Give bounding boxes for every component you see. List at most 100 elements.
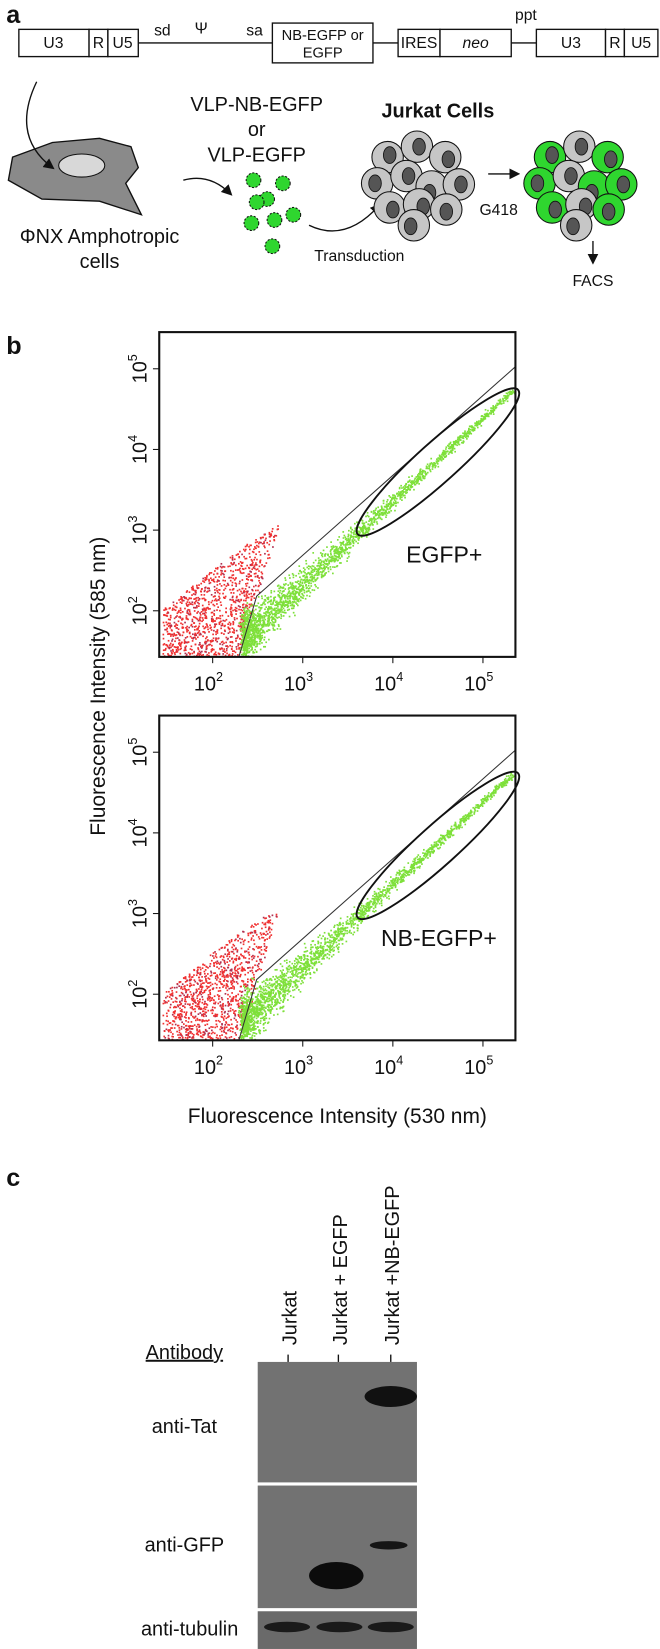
red-event: [215, 1020, 217, 1022]
red-event: [255, 562, 257, 564]
green-event: [366, 536, 368, 538]
red-event: [218, 990, 220, 992]
red-event: [271, 531, 273, 533]
green-event: [326, 560, 328, 562]
red-event: [198, 977, 200, 979]
red-event: [250, 933, 252, 935]
red-event: [188, 614, 190, 616]
green-event: [383, 514, 385, 516]
green-event: [296, 596, 298, 598]
red-event: [200, 653, 202, 655]
red-event: [180, 596, 182, 598]
red-event: [232, 624, 234, 626]
red-event: [231, 992, 233, 994]
red-event: [250, 579, 252, 581]
green-event: [280, 590, 282, 592]
green-event: [305, 560, 307, 562]
red-event: [204, 971, 206, 973]
green-event: [292, 591, 294, 593]
red-event: [233, 632, 235, 634]
red-event: [258, 543, 260, 545]
green-event: [421, 479, 423, 481]
nucleus: [565, 168, 578, 185]
red-event: [253, 586, 255, 588]
red-event: [193, 598, 195, 600]
tick-exp: 5: [126, 354, 140, 361]
green-event: [299, 576, 301, 578]
red-event: [195, 644, 197, 646]
red-event: [164, 625, 166, 627]
green-event: [303, 567, 305, 569]
red-event: [227, 967, 229, 969]
green-event: [418, 478, 420, 480]
red-event: [237, 654, 239, 656]
red-event: [272, 914, 274, 916]
green-event: [252, 628, 254, 630]
green-event: [322, 568, 324, 570]
green-event: [314, 944, 316, 946]
green-event: [370, 520, 372, 522]
red-event: [192, 1003, 194, 1005]
red-event: [174, 1010, 176, 1012]
red-event: [214, 995, 216, 997]
green-event: [263, 986, 265, 988]
red-event: [187, 619, 189, 621]
green-event: [430, 471, 432, 473]
red-event: [233, 1011, 235, 1013]
red-event: [232, 571, 234, 573]
red-event: [269, 557, 271, 559]
green-event: [296, 600, 298, 602]
red-event: [227, 986, 229, 988]
red-event: [228, 951, 230, 953]
red-event: [201, 985, 203, 987]
red-event: [189, 653, 191, 655]
red-event: [243, 943, 245, 945]
green-event: [297, 580, 299, 582]
green-event: [445, 446, 447, 448]
green-event: [385, 516, 387, 518]
red-event: [245, 600, 247, 602]
green-event: [267, 984, 269, 986]
nucleus: [387, 201, 400, 218]
red-event: [249, 571, 251, 573]
green-event: [344, 553, 346, 555]
green-event: [250, 629, 252, 631]
green-event: [414, 478, 416, 480]
red-event: [224, 963, 226, 965]
red-event: [175, 1016, 177, 1018]
red-event: [172, 609, 174, 611]
red-event: [245, 546, 247, 548]
vlp: [265, 239, 280, 254]
green-event: [252, 604, 254, 606]
red-event: [170, 1027, 172, 1029]
red-event: [208, 1019, 210, 1021]
green-event: [313, 566, 315, 568]
red-event: [230, 592, 232, 594]
green-event: [454, 444, 456, 446]
red-event: [237, 968, 239, 970]
tick-exp: 4: [126, 435, 140, 442]
green-event: [250, 649, 252, 651]
red-event: [258, 586, 260, 588]
red-event: [213, 1003, 215, 1005]
green-event: [298, 586, 300, 588]
red-event: [222, 986, 224, 988]
green-event: [384, 506, 386, 508]
green-event: [275, 621, 277, 623]
green-event: [270, 596, 272, 598]
green-event: [261, 595, 263, 597]
green-event: [331, 558, 333, 560]
green-event: [292, 582, 294, 584]
green-event: [342, 531, 344, 533]
green-event: [265, 613, 267, 615]
green-event: [284, 588, 286, 590]
red-event: [226, 653, 228, 655]
green-event: [487, 415, 489, 417]
red-event: [220, 628, 222, 630]
red-event: [181, 986, 183, 988]
red-event: [168, 619, 170, 621]
red-event: [206, 647, 208, 649]
green-event: [284, 597, 286, 599]
red-event: [204, 1024, 206, 1026]
red-event: [256, 545, 258, 547]
